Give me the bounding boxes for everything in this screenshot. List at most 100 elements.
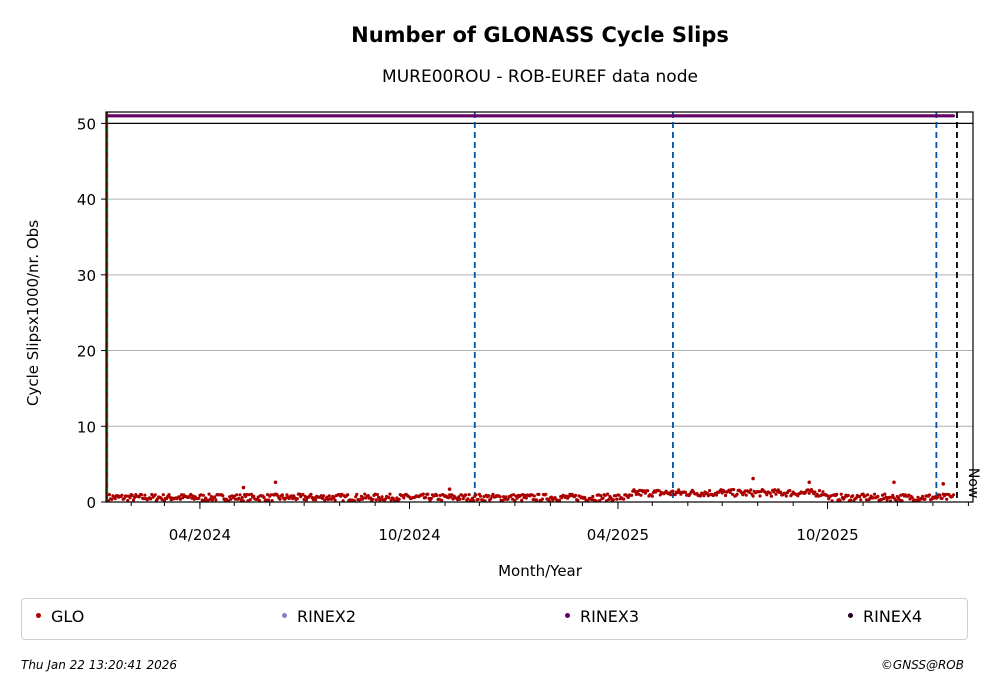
glo-point <box>241 485 246 490</box>
glo-point <box>611 498 616 502</box>
glo-point <box>774 492 778 496</box>
chart-subtitle: MURE00ROU - ROB-EUREF data node <box>382 67 698 87</box>
glo-point <box>531 498 535 502</box>
glo-point <box>207 492 211 496</box>
glo-point <box>197 496 201 500</box>
glo-point <box>355 492 359 496</box>
glo-point <box>200 498 204 502</box>
glo-point <box>839 492 843 496</box>
plot-frame <box>105 111 974 503</box>
glo-point <box>732 487 736 492</box>
glo-point <box>591 494 595 499</box>
glo-point <box>249 492 254 496</box>
glo-point <box>607 497 611 502</box>
glo-point <box>320 496 325 500</box>
glo-point <box>512 493 516 497</box>
glo-point <box>457 495 461 499</box>
glo-point <box>461 497 465 501</box>
glo-point <box>139 493 144 497</box>
glo-point <box>757 490 761 494</box>
glo-point <box>894 498 898 502</box>
rinex2-marker-icon <box>282 613 287 618</box>
glo-point <box>576 498 580 502</box>
glo-point <box>440 498 444 502</box>
legend-label-rinex2: RINEX2 <box>297 607 357 626</box>
glo-point <box>265 493 270 497</box>
glo-point <box>769 494 774 498</box>
y-axis-ticks: 0 10 20 30 40 50 <box>77 115 106 512</box>
glo-point <box>429 496 433 501</box>
glo-point <box>735 492 739 496</box>
glo-point <box>289 494 294 498</box>
glo-point <box>233 497 237 501</box>
glo-point <box>599 494 603 498</box>
rinex3-marker-icon <box>565 613 570 618</box>
glo-point <box>474 493 478 497</box>
glo-point <box>273 480 278 485</box>
glo-point <box>489 497 493 501</box>
legend: GLO RINEX2 RINEX3 RINEX4 <box>21 598 968 640</box>
glo-point <box>458 497 462 501</box>
glo-point <box>377 495 381 499</box>
glo-point <box>520 498 524 502</box>
glo-point <box>858 495 862 499</box>
glo-point <box>883 492 887 496</box>
y-tick-label: 10 <box>77 418 96 436</box>
glo-point <box>515 496 519 500</box>
glo-point <box>705 491 709 495</box>
glo-point <box>719 488 723 492</box>
glo-point <box>380 495 384 499</box>
rinex4-marker-icon <box>848 613 853 618</box>
glo-point <box>301 493 305 497</box>
glo-point <box>882 497 886 501</box>
glo-point <box>150 492 154 497</box>
glo-point <box>916 495 920 499</box>
glo-point <box>820 493 824 497</box>
glo-point <box>638 488 642 492</box>
glo-point <box>423 495 428 500</box>
glo-point <box>366 494 370 498</box>
glo-point <box>729 488 733 492</box>
glo-point <box>743 489 747 493</box>
glo-point <box>671 489 675 493</box>
glo-point <box>657 489 661 493</box>
glo-point <box>214 498 218 502</box>
glo-point <box>238 493 242 497</box>
glo-point <box>126 498 130 503</box>
glo-point <box>267 498 271 502</box>
glo-point <box>583 495 587 500</box>
glo-point <box>606 492 610 496</box>
glo-point <box>683 490 688 494</box>
glo-point <box>677 488 681 492</box>
glo-point <box>237 496 241 500</box>
glo-point <box>213 495 217 499</box>
glo-point <box>951 493 956 497</box>
glo-point <box>304 498 308 502</box>
glo-point <box>535 498 539 502</box>
x-tick-label: 10/2025 <box>796 526 858 544</box>
footer-timestamp: Thu Jan 22 13:20:41 2026 <box>21 658 177 672</box>
glo-point <box>269 493 273 497</box>
glo-point <box>107 493 111 497</box>
rinex3-point <box>951 114 956 118</box>
glo-point <box>362 496 366 500</box>
glo-point <box>708 489 712 493</box>
glo-point <box>557 498 562 502</box>
glo-point <box>876 494 880 498</box>
glo-point <box>702 494 706 498</box>
glo-point <box>724 493 728 498</box>
glo-point <box>240 495 244 500</box>
glo-point <box>891 493 895 497</box>
glo-point <box>698 494 703 498</box>
glo-point <box>383 497 388 501</box>
glo-point <box>927 493 932 497</box>
glo-point <box>201 493 205 497</box>
glo-point <box>748 490 752 494</box>
glo-point <box>941 482 946 486</box>
y-tick-label: 20 <box>77 343 96 361</box>
glo-point <box>252 494 256 498</box>
glo-point <box>807 491 811 495</box>
glo-point <box>744 493 748 497</box>
legend-item-rinex2: RINEX2 <box>282 607 356 626</box>
chart-title: Number of GLONASS Cycle Slips <box>351 23 729 47</box>
